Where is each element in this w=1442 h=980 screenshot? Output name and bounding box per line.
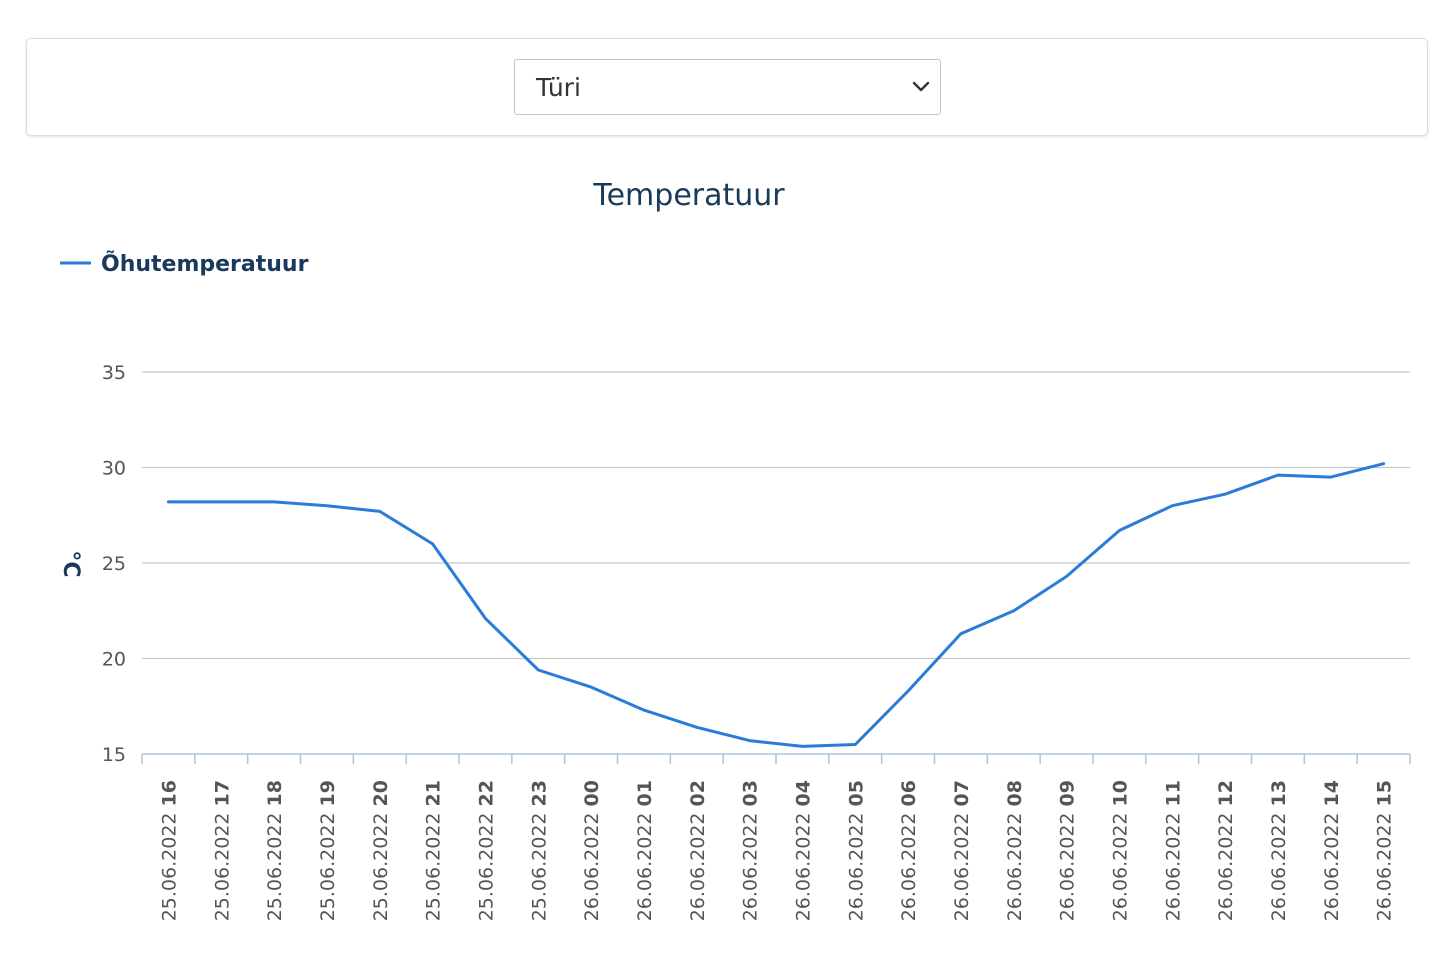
x-tick-label: 25.06.2022 22 [475,780,497,921]
y-tick-label: 35 [102,362,126,384]
x-tick-label: 26.06.2022 11 [1162,780,1184,921]
x-tick-label: 26.06.2022 08 [1004,780,1026,921]
series-line[interactable] [166,462,1386,748]
x-tick-label: 26.06.2022 03 [740,780,762,921]
data-point[interactable] [532,664,544,676]
data-point[interactable] [268,496,280,508]
data-point[interactable] [638,704,650,716]
x-tick-label: 26.06.2022 04 [792,780,814,921]
y-tick-label: 20 [102,649,126,671]
data-point[interactable] [321,500,333,512]
data-point[interactable] [374,505,386,517]
data-point[interactable] [479,612,491,624]
x-tick-label: 25.06.2022 18 [264,780,286,921]
x-tick-label: 26.06.2022 07 [951,780,973,921]
x-tick-label: 26.06.2022 09 [1057,780,1079,921]
x-tick-label: 26.06.2022 13 [1268,780,1290,921]
y-tick-label: 15 [102,744,126,766]
chevron-down-icon [912,81,930,92]
x-tick-label: 25.06.2022 19 [317,780,339,921]
data-point[interactable] [849,738,861,750]
data-point[interactable] [585,681,597,693]
grid-lines [142,371,1410,660]
x-tick-label: 26.06.2022 06 [898,780,920,921]
data-point[interactable] [1166,500,1178,512]
x-tick-label: 26.06.2022 14 [1321,780,1343,921]
data-point[interactable] [1219,488,1231,500]
data-point[interactable] [215,496,227,508]
data-point[interactable] [902,685,914,697]
data-point[interactable] [1061,570,1073,582]
x-tick-label: 25.06.2022 21 [423,780,445,921]
data-point[interactable] [1113,525,1125,537]
station-select[interactable]: Türi [514,59,941,115]
x-tick-label: 26.06.2022 15 [1374,780,1396,921]
data-point[interactable] [427,538,439,550]
data-point[interactable] [1378,458,1390,470]
data-point[interactable] [1008,605,1020,617]
chart-title: Temperatuur [592,178,785,213]
x-tick-label: 25.06.2022 23 [528,780,550,921]
data-point[interactable] [1325,471,1337,483]
y-axis-ticks: 15 20 25 30 35 [102,362,126,766]
legend[interactable]: Õhutemperatuur [60,251,309,277]
x-tick-label: 25.06.2022 17 [211,780,233,921]
data-point[interactable] [1272,469,1284,481]
x-tick-label: 26.06.2022 10 [1109,780,1131,921]
legend-series-label: Õhutemperatuur [101,251,309,277]
x-tick-label: 26.06.2022 02 [687,780,709,921]
data-point[interactable] [744,735,756,747]
x-tick-label: 26.06.2022 00 [581,780,603,921]
station-select-value: Türi [536,73,581,102]
y-tick-label: 25 [102,553,126,575]
x-tick-label: 26.06.2022 12 [1215,780,1237,921]
y-tick-label: 30 [102,458,126,480]
data-point[interactable] [796,740,808,752]
x-tick-label: 25.06.2022 20 [370,780,392,921]
x-tick-label: 26.06.2022 05 [845,780,867,921]
x-tick-label: 25.06.2022 16 [158,780,180,921]
data-point[interactable] [162,496,174,508]
station-filter-card: Türi [26,38,1428,136]
x-tick-label: 26.06.2022 01 [634,780,656,921]
x-axis: 25.06.2022 16 25.06.2022 17 25.06.2022 18 2… [141,753,1411,921]
data-point[interactable] [691,721,703,733]
y-axis-label: °C [58,550,83,577]
series-layer [162,458,1390,752]
data-point[interactable] [955,628,967,640]
